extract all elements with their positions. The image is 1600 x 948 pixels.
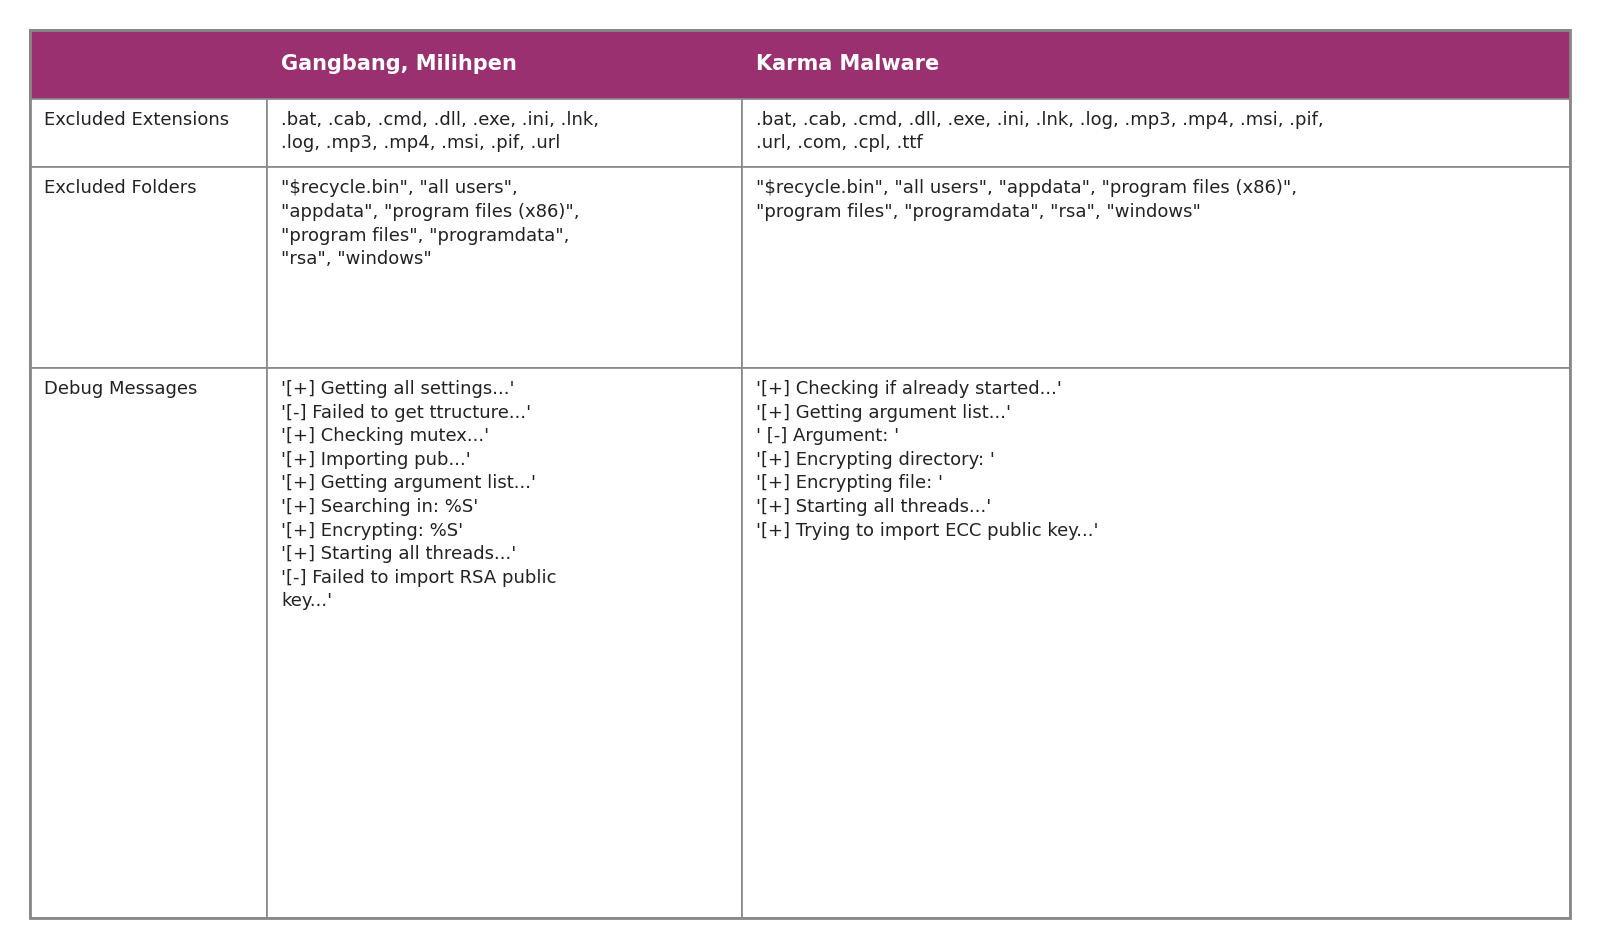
Bar — [267, 30, 742, 99]
Text: "$recycle.bin", "all users",
"appdata", "program files (x86)",
"program files", : "$recycle.bin", "all users", "appdata", … — [282, 179, 579, 268]
Bar — [30, 99, 267, 168]
Text: '[+] Getting all settings...'
'[-] Failed to get ttructure...'
'[+] Checking mut: '[+] Getting all settings...' '[-] Faile… — [282, 380, 557, 611]
Bar — [742, 99, 1570, 168]
Bar — [742, 30, 1570, 99]
Bar — [267, 99, 742, 168]
Text: '[+] Checking if already started...'
'[+] Getting argument list...'
' [-] Argume: '[+] Checking if already started...' '[+… — [757, 380, 1099, 539]
Bar — [30, 368, 267, 918]
Bar — [742, 168, 1570, 368]
Bar — [30, 30, 267, 99]
Text: Karma Malware: Karma Malware — [757, 54, 939, 74]
Text: Gangbang, Milihpen: Gangbang, Milihpen — [282, 54, 517, 74]
Text: Excluded Folders: Excluded Folders — [45, 179, 197, 197]
Text: .bat, .cab, .cmd, .dll, .exe, .ini, .lnk,
.log, .mp3, .mp4, .msi, .pif, .url: .bat, .cab, .cmd, .dll, .exe, .ini, .lnk… — [282, 111, 600, 153]
Bar — [742, 368, 1570, 918]
Bar — [267, 168, 742, 368]
Text: Debug Messages: Debug Messages — [45, 380, 197, 398]
Text: "$recycle.bin", "all users", "appdata", "program files (x86)",
"program files", : "$recycle.bin", "all users", "appdata", … — [757, 179, 1298, 221]
Bar — [30, 168, 267, 368]
Text: .bat, .cab, .cmd, .dll, .exe, .ini, .lnk, .log, .mp3, .mp4, .msi, .pif,
.url, .c: .bat, .cab, .cmd, .dll, .exe, .ini, .lnk… — [757, 111, 1323, 153]
Bar — [267, 368, 742, 918]
Text: Excluded Extensions: Excluded Extensions — [45, 111, 229, 129]
